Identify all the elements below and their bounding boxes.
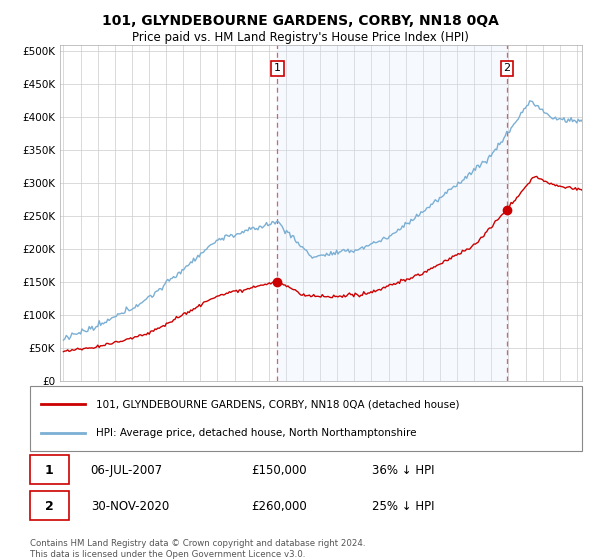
Text: This data is licensed under the Open Government Licence v3.0.: This data is licensed under the Open Gov… — [30, 550, 305, 559]
Text: 25% ↓ HPI: 25% ↓ HPI — [372, 500, 435, 513]
Text: HPI: Average price, detached house, North Northamptonshire: HPI: Average price, detached house, Nort… — [96, 428, 417, 438]
Text: 30-NOV-2020: 30-NOV-2020 — [91, 500, 169, 513]
Text: 1: 1 — [45, 464, 53, 477]
Text: Contains HM Land Registry data © Crown copyright and database right 2024.: Contains HM Land Registry data © Crown c… — [30, 539, 365, 548]
Text: 2: 2 — [45, 500, 53, 513]
Text: 06-JUL-2007: 06-JUL-2007 — [91, 464, 163, 477]
Text: £260,000: £260,000 — [251, 500, 307, 513]
FancyBboxPatch shape — [30, 455, 68, 484]
FancyBboxPatch shape — [30, 492, 68, 520]
Text: 101, GLYNDEBOURNE GARDENS, CORBY, NN18 0QA: 101, GLYNDEBOURNE GARDENS, CORBY, NN18 0… — [101, 14, 499, 28]
Text: 1: 1 — [274, 63, 281, 73]
FancyBboxPatch shape — [30, 386, 582, 451]
Text: 36% ↓ HPI: 36% ↓ HPI — [372, 464, 435, 477]
Bar — [277, 45, 507, 381]
Text: £150,000: £150,000 — [251, 464, 307, 477]
Text: 2: 2 — [503, 63, 511, 73]
Text: Price paid vs. HM Land Registry's House Price Index (HPI): Price paid vs. HM Land Registry's House … — [131, 31, 469, 44]
Text: 101, GLYNDEBOURNE GARDENS, CORBY, NN18 0QA (detached house): 101, GLYNDEBOURNE GARDENS, CORBY, NN18 0… — [96, 399, 460, 409]
